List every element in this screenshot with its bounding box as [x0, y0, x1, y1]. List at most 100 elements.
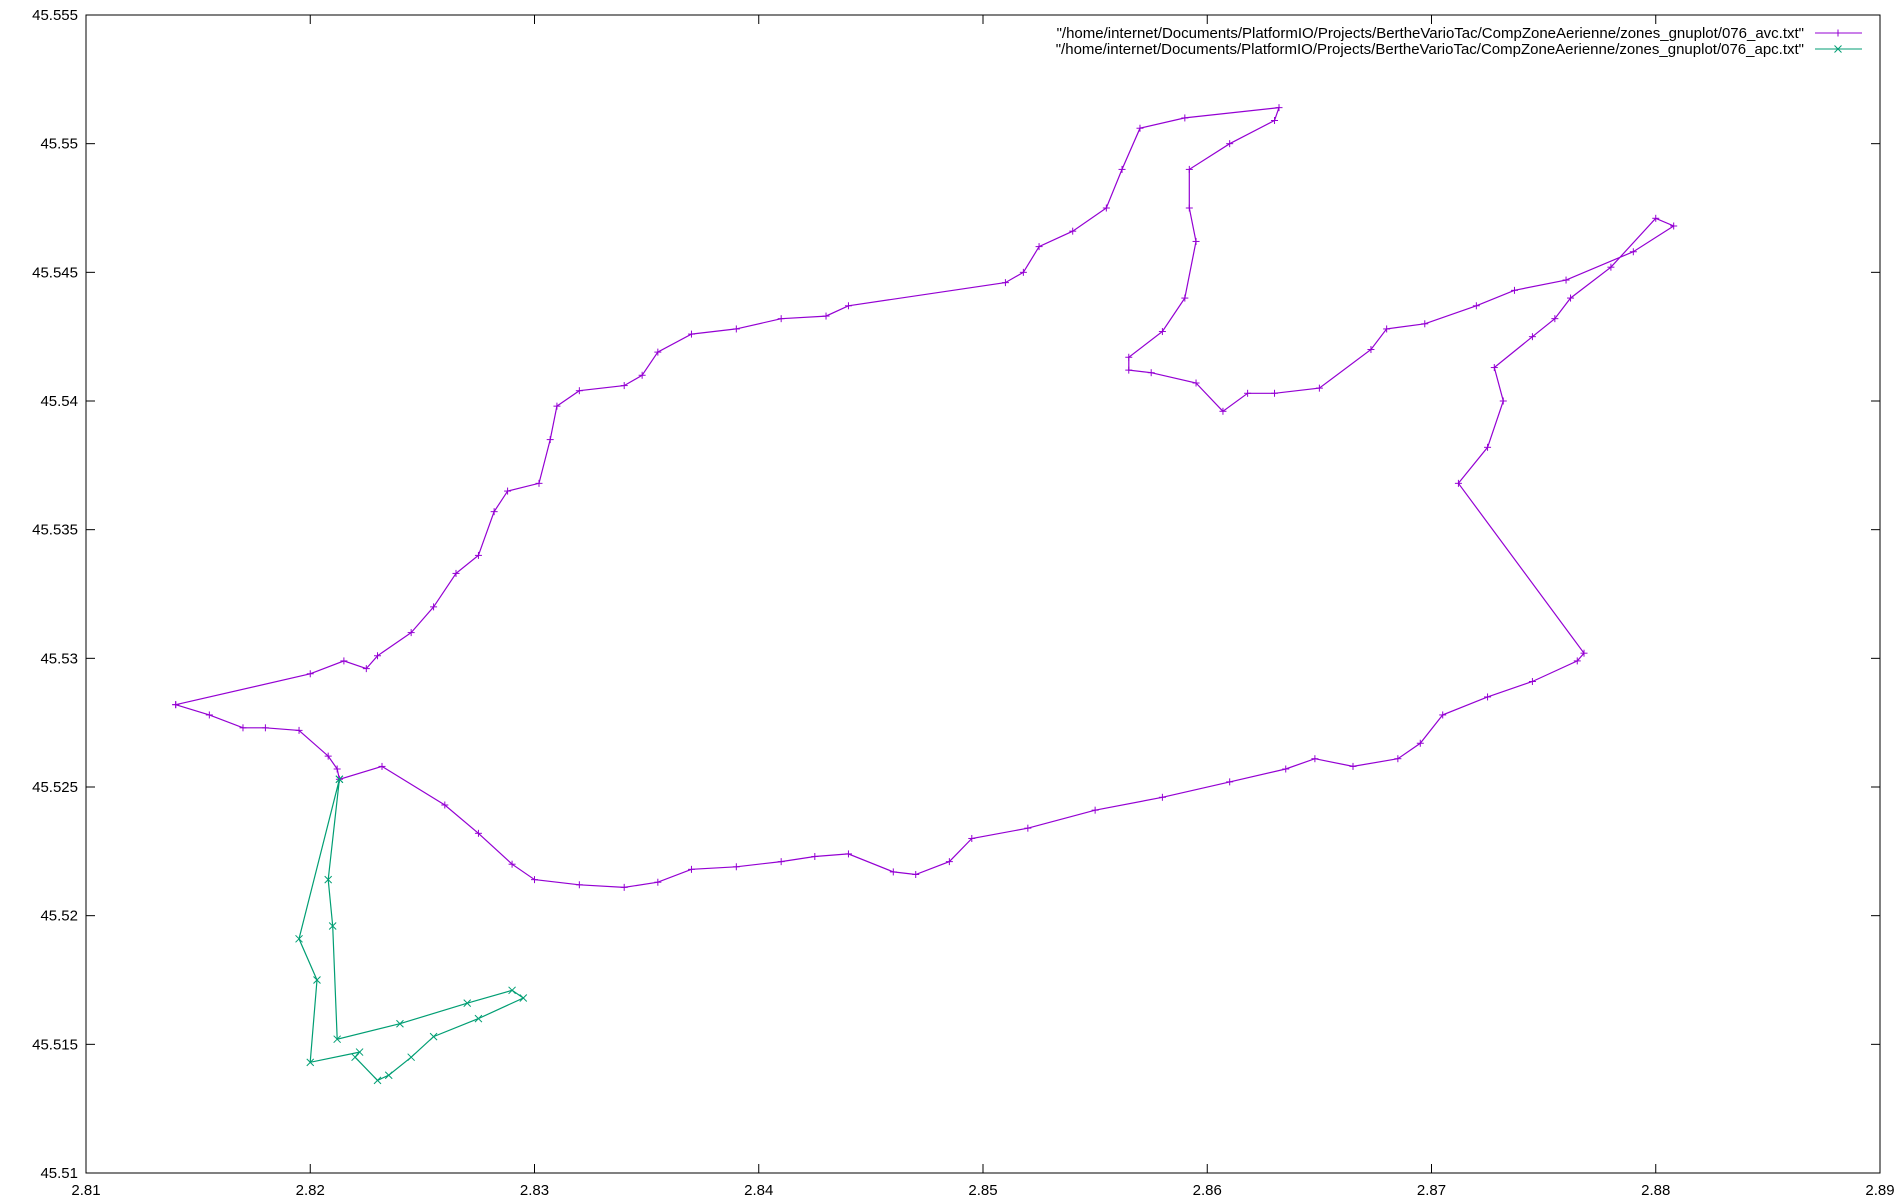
data-point [1528, 333, 1536, 341]
data-point [335, 775, 344, 784]
data-point [1019, 268, 1027, 276]
marker-d2 [429, 1032, 438, 1041]
data-point [239, 724, 247, 732]
marker-d2 [295, 934, 303, 943]
series-line [298, 779, 525, 1082]
data-point [1118, 165, 1126, 173]
data-point [1181, 114, 1189, 122]
x-tick-label: 2.84 [744, 1182, 773, 1199]
data-point [535, 479, 543, 487]
marker-d2 [324, 875, 333, 884]
data-point [654, 878, 662, 886]
data-point [1271, 389, 1279, 397]
data-point [452, 569, 460, 577]
marker-d2 [333, 1035, 342, 1044]
data-point [1311, 755, 1319, 763]
x-tick-label: 2.89 [1865, 1182, 1894, 1199]
y-tick-label: 45.54 [40, 393, 78, 410]
data-point [654, 348, 662, 356]
data-point [1484, 443, 1492, 451]
data-point [1158, 793, 1166, 801]
x-tick-label: 2.86 [1193, 1182, 1222, 1199]
data-point [777, 858, 785, 866]
data-point [1670, 222, 1678, 230]
legend-label-apc: "/home/internet/Documents/PlatformIO/Pro… [1056, 41, 1804, 58]
data-point [1158, 328, 1166, 336]
data-point [945, 858, 953, 866]
data-point [1125, 353, 1133, 361]
data-point [313, 976, 321, 984]
data-point [508, 860, 516, 868]
marker-d2 [508, 986, 516, 995]
data-point [1275, 104, 1283, 112]
y-tick-label: 45.515 [32, 1036, 78, 1053]
data-point [1125, 366, 1133, 374]
data-point [474, 1014, 483, 1023]
marker-d2 [313, 976, 321, 984]
data-point [333, 765, 341, 773]
y-tick-label: 45.51 [40, 1165, 78, 1182]
legend-label-avc: "/home/internet/Documents/PlatformIO/Pro… [1057, 25, 1804, 42]
data-point [1499, 397, 1507, 405]
data-point [1551, 315, 1559, 323]
data-point [463, 999, 472, 1008]
marker-d2 [328, 922, 337, 930]
legend: "/home/internet/Documents/PlatformIO/Pro… [1056, 25, 1862, 58]
data-point [374, 652, 382, 660]
data-point [306, 1058, 315, 1067]
data-point [333, 1035, 342, 1044]
data-point [205, 711, 213, 719]
data-point [687, 330, 695, 338]
data-point [1219, 407, 1227, 415]
series-line [175, 106, 1675, 889]
series-layer [172, 104, 1678, 1085]
data-point [362, 665, 370, 673]
data-point [531, 876, 538, 884]
x-tick-label: 2.81 [71, 1182, 100, 1199]
data-point [844, 302, 852, 310]
data-point [1421, 320, 1429, 328]
data-point [1349, 762, 1357, 770]
data-point [324, 752, 332, 760]
data-point [328, 922, 337, 930]
y-tick-label: 45.52 [40, 908, 78, 925]
data-point [1383, 325, 1391, 333]
data-point [638, 371, 646, 379]
data-point [1001, 279, 1009, 287]
data-point [546, 436, 554, 444]
data-point [1573, 657, 1581, 665]
data-point [1510, 286, 1518, 294]
data-point [575, 881, 583, 889]
x-tick-label: 2.85 [968, 1182, 997, 1199]
data-point [1102, 204, 1110, 212]
data-point [1091, 806, 1099, 814]
data-point [553, 402, 561, 410]
data-point [474, 551, 482, 559]
data-point [340, 657, 348, 665]
y-tick-label: 45.55 [40, 136, 78, 153]
data-point [490, 508, 498, 516]
data-point [1607, 263, 1615, 271]
data-point [407, 1053, 416, 1062]
data-point [687, 865, 695, 873]
data-point [732, 863, 740, 871]
data-point [1035, 243, 1043, 251]
data-point [1271, 117, 1279, 125]
marker-d2 [373, 1076, 382, 1085]
data-point [519, 994, 528, 1002]
data-point [378, 762, 386, 770]
plot-frame [85, 14, 1881, 1174]
data-point [1562, 276, 1570, 284]
data-point [844, 850, 852, 858]
data-point [575, 387, 583, 395]
marker-d2 [306, 1058, 315, 1067]
legend-marker [1834, 45, 1842, 53]
marker-d2 [396, 1019, 404, 1028]
data-point [1484, 693, 1492, 701]
y-tick-label: 45.535 [32, 522, 78, 539]
data-point [1367, 346, 1375, 354]
data-point [620, 382, 628, 390]
data-point [384, 1071, 393, 1080]
data-point [1567, 294, 1575, 302]
